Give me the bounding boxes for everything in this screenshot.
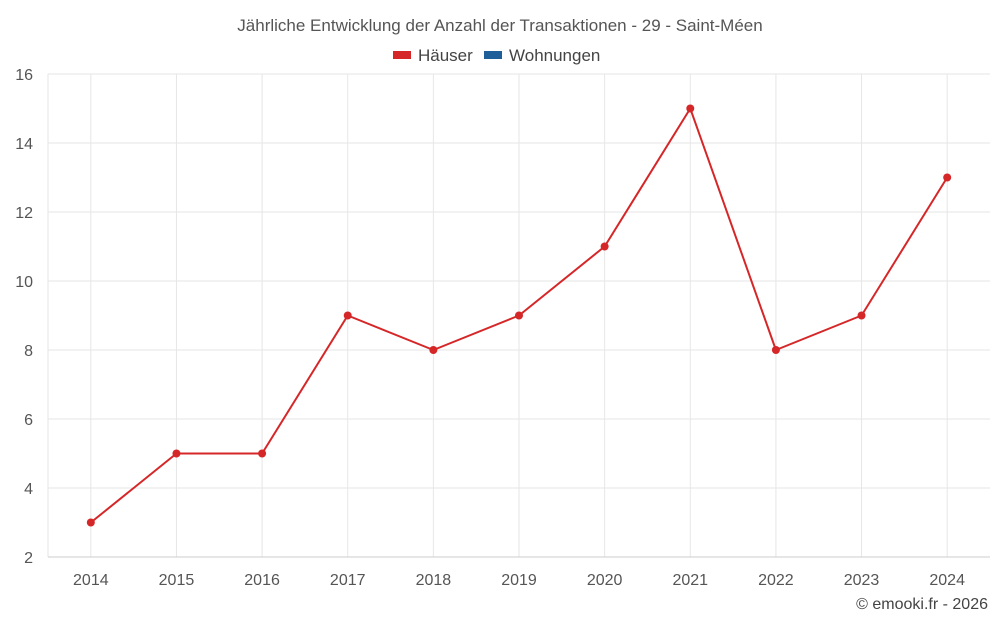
data-point[interactable] bbox=[771, 346, 780, 354]
y-tick-label: 6 bbox=[24, 412, 33, 429]
x-tick-label: 2019 bbox=[501, 572, 537, 589]
data-point[interactable] bbox=[86, 518, 95, 527]
y-tick-label: 4 bbox=[24, 481, 33, 498]
chart-title: Jährliche Entwicklung der Anzahl der Tra… bbox=[237, 16, 762, 35]
y-tick-label: 12 bbox=[15, 205, 33, 222]
legend-label-hauser[interactable]: Häuser bbox=[418, 46, 473, 65]
x-tick-label: 2021 bbox=[672, 572, 708, 589]
y-tick-label: 14 bbox=[15, 136, 33, 153]
data-point[interactable] bbox=[258, 449, 267, 458]
data-point[interactable] bbox=[429, 346, 438, 354]
y-tick-label: 8 bbox=[24, 343, 33, 360]
legend-swatch-hauser bbox=[393, 51, 411, 59]
data-point[interactable] bbox=[515, 311, 523, 320]
data-point[interactable] bbox=[686, 104, 695, 113]
legend-swatch-wohnungen bbox=[484, 51, 502, 59]
x-tick-label: 2023 bbox=[844, 572, 880, 589]
y-tick-label: 10 bbox=[15, 274, 33, 291]
x-tick-label: 2018 bbox=[416, 572, 452, 589]
x-tick-label: 2014 bbox=[73, 572, 109, 589]
x-tick-label: 2024 bbox=[929, 572, 965, 589]
data-point[interactable] bbox=[600, 242, 609, 251]
data-point[interactable] bbox=[343, 311, 352, 320]
data-point[interactable] bbox=[857, 311, 866, 320]
data-point[interactable] bbox=[172, 449, 181, 458]
x-axis-ticks: 2014 2015 2016 2017 2018 2019 2020 2021 2022 2023… bbox=[73, 572, 965, 589]
y-tick-label: 2 bbox=[24, 550, 33, 567]
x-tick-label: 2017 bbox=[330, 572, 366, 589]
credit-text: © emooki.fr - 2026 bbox=[856, 596, 988, 613]
y-axis-ticks: 2 4 6 8 10 12 14 16 bbox=[15, 67, 33, 567]
series-layer bbox=[86, 104, 952, 527]
x-tick-label: 2015 bbox=[159, 572, 195, 589]
legend-label-wohnungen[interactable]: Wohnungen bbox=[509, 46, 600, 65]
legend: Häuser Wohnungen bbox=[393, 46, 600, 65]
x-tick-label: 2016 bbox=[244, 572, 280, 589]
data-point[interactable] bbox=[943, 173, 952, 182]
x-tick-label: 2020 bbox=[587, 572, 623, 589]
x-tick-label: 2022 bbox=[758, 572, 794, 589]
y-tick-label: 16 bbox=[15, 67, 33, 84]
